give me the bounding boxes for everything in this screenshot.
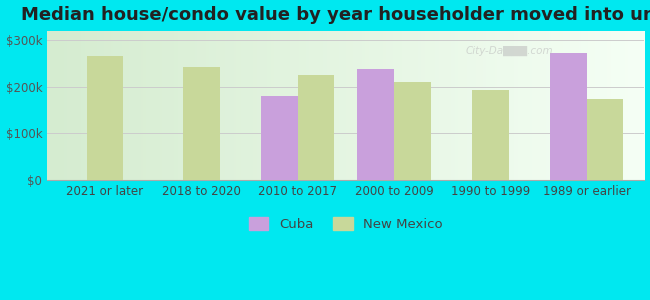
Bar [86, 56, 123, 180]
Text: City-Da███.com: City-Da███.com [465, 46, 553, 56]
Bar [587, 99, 623, 180]
Bar [358, 69, 394, 180]
Bar [550, 52, 587, 180]
Bar [298, 75, 334, 180]
Bar [394, 82, 430, 180]
Legend: Cuba, New Mexico: Cuba, New Mexico [243, 212, 448, 236]
Title: Median house/condo value by year householder moved into unit: Median house/condo value by year househo… [21, 6, 650, 24]
Bar [261, 97, 298, 180]
Bar [183, 67, 220, 180]
Bar [472, 90, 508, 180]
